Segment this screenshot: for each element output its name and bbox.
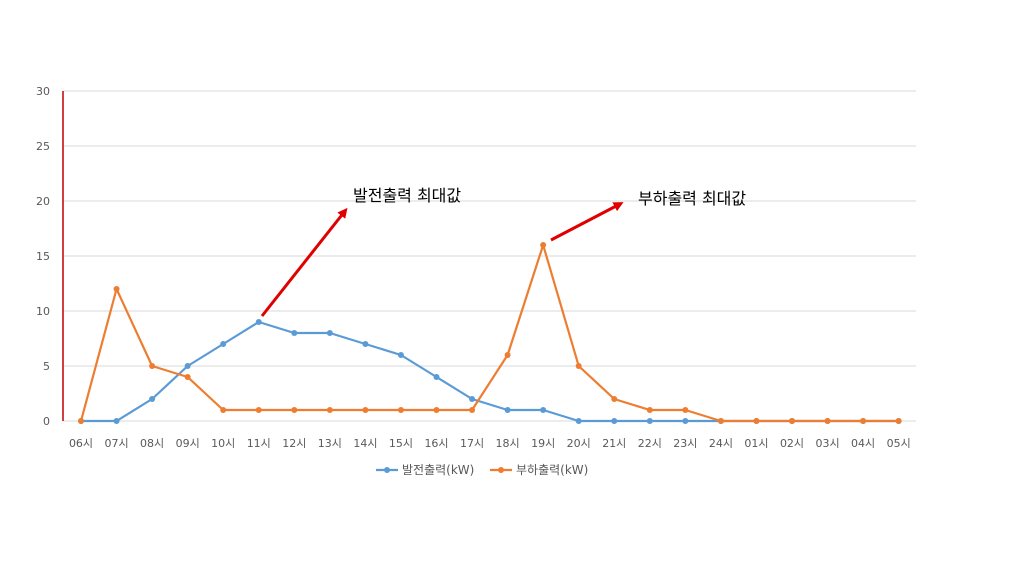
data-point: [860, 418, 867, 424]
x-tick-label: 18시: [496, 437, 520, 450]
series-line: [79, 243, 899, 423]
data-point: [789, 418, 795, 424]
x-tick-label: 19시: [531, 437, 555, 450]
x-tick-label: 02시: [780, 437, 804, 450]
legend-marker: [498, 467, 504, 473]
data-point: [611, 396, 618, 402]
data-point: [255, 407, 262, 413]
data-point: [540, 407, 547, 413]
data-point: [291, 330, 298, 336]
data-point: [540, 242, 547, 248]
y-tick-label: 10: [36, 305, 50, 318]
x-tick-label: 01시: [744, 437, 768, 450]
data-point: [113, 286, 120, 292]
data-point: [504, 352, 511, 358]
data-point: [220, 407, 227, 413]
data-point: [611, 418, 618, 424]
x-tick-label: 21시: [602, 437, 626, 450]
y-tick-label: 30: [36, 85, 50, 98]
data-point: [78, 418, 84, 424]
data-point: [433, 407, 440, 413]
data-point: [255, 319, 262, 325]
gridlines: [63, 90, 916, 422]
x-tick-label: 17시: [460, 437, 484, 450]
x-axis-ticks: 06시 07시 08시 09시 10시 11시 12시 13시 14시 15시 16시 17시 18시 1…: [69, 437, 911, 450]
x-tick-label: 08시: [140, 437, 164, 450]
annotation-text: 부하출력 최대값: [638, 189, 746, 208]
legend-marker: [384, 467, 390, 473]
legend: 발전출력(kW) 부하출력(kW): [376, 463, 588, 477]
data-point: [646, 407, 653, 413]
x-tick-label: 20시: [567, 437, 591, 450]
data-point: [397, 407, 404, 413]
annotation-text: 발전출력 최대값: [353, 186, 461, 205]
x-tick-label: 07시: [104, 437, 128, 450]
series-group: [78, 242, 902, 424]
x-tick-label: 24시: [709, 437, 733, 450]
data-point: [575, 363, 582, 369]
legend-item: 부하출력(kW): [490, 463, 588, 477]
data-point: [646, 418, 653, 424]
data-point: [504, 407, 511, 413]
data-point: [362, 407, 369, 413]
y-tick-label: 5: [43, 360, 50, 373]
series-line: [81, 320, 899, 423]
x-tick-label: 11시: [247, 437, 271, 450]
data-point: [220, 341, 227, 347]
x-tick-label: 05시: [887, 437, 911, 450]
annotation: 발전출력 최대값: [260, 186, 461, 317]
data-point: [326, 330, 333, 336]
data-point: [469, 407, 476, 413]
x-tick-label: 09시: [176, 437, 200, 450]
annotation-arrow: [260, 207, 348, 317]
x-tick-label: 10시: [211, 437, 235, 450]
data-point: [362, 341, 369, 347]
series-1: [78, 319, 902, 424]
x-tick-label: 04시: [851, 437, 875, 450]
x-tick-label: 03시: [815, 437, 839, 450]
data-point: [753, 418, 760, 424]
x-tick-label: 16시: [424, 437, 448, 450]
y-tick-label: 0: [43, 415, 50, 428]
annotations: 발전출력 최대값 부하출력 최대값: [260, 186, 746, 317]
annotation: 부하출력 최대값: [550, 189, 746, 242]
series-2: [78, 242, 902, 424]
data-point: [824, 418, 831, 424]
x-tick-label: 22시: [638, 437, 662, 450]
x-tick-label: 12시: [282, 437, 306, 450]
x-tick-label: 06시: [69, 437, 93, 450]
data-point: [184, 374, 191, 380]
data-point: [895, 418, 902, 424]
x-tick-label: 13시: [318, 437, 342, 450]
y-tick-label: 15: [36, 250, 50, 263]
data-point: [326, 407, 333, 413]
y-axis-ticks: 0 5 10 15 20 25 30: [36, 85, 50, 428]
data-point: [149, 396, 156, 402]
data-point: [717, 418, 724, 424]
data-point: [184, 363, 191, 369]
data-point: [291, 407, 298, 413]
legend-item: 발전출력(kW): [376, 463, 474, 477]
x-tick-label: 14시: [353, 437, 377, 450]
annotation-arrow: [550, 202, 624, 242]
data-point: [433, 374, 440, 380]
legend-label: 발전출력(kW): [402, 463, 474, 477]
x-tick-label: 15시: [389, 437, 413, 450]
x-tick-label: 23시: [673, 437, 697, 450]
data-point: [682, 418, 689, 424]
data-point: [113, 418, 120, 424]
y-tick-label: 25: [36, 140, 50, 153]
data-point: [575, 418, 582, 424]
legend-label: 부하출력(kW): [516, 463, 588, 477]
data-point: [682, 407, 689, 413]
data-point: [469, 396, 476, 402]
data-point: [149, 363, 156, 369]
data-point: [397, 352, 404, 358]
y-tick-label: 20: [36, 195, 50, 208]
